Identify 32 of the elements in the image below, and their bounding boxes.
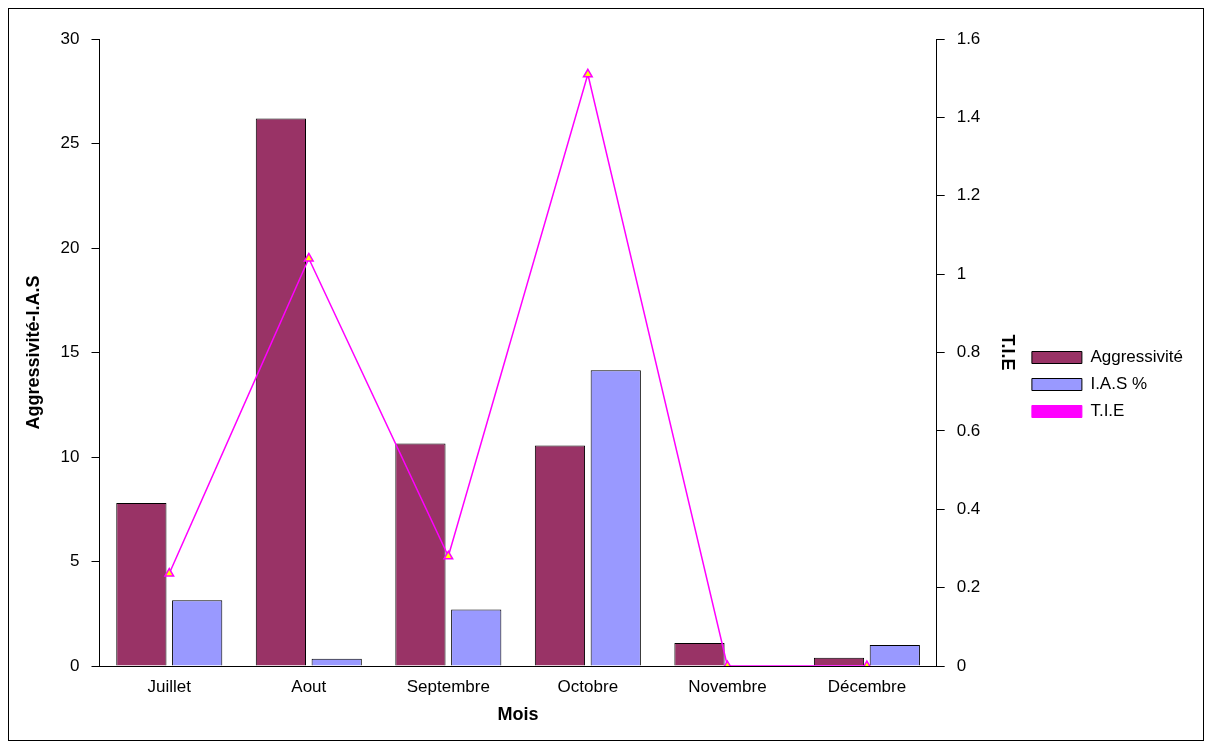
x-tick-label: Juillet	[147, 676, 192, 696]
y2-tick-label: 0	[956, 655, 967, 675]
y2-tick-label: 1.2	[956, 185, 981, 205]
y-tick-label: 15	[60, 342, 80, 362]
y-tick-label: 5	[70, 551, 80, 571]
x-tick-label: Octobre	[557, 676, 619, 696]
x-axis-title: Mois	[497, 704, 539, 725]
y-tick-label: 20	[60, 237, 80, 257]
y-tick-label: 10	[60, 446, 80, 466]
y-axis-title: Aggressivité-I.A.S	[22, 275, 43, 430]
legend-label: T.I.E	[1090, 401, 1125, 421]
y2-tick-label: 0.6	[956, 420, 981, 440]
point	[582, 68, 593, 78]
y2-tick-label: 0.2	[956, 577, 981, 597]
x-tick-label: Aout	[291, 676, 327, 696]
y2-tick-label: 1	[956, 263, 967, 283]
y2-axis-title: T.I.E	[998, 334, 1019, 371]
y-tick-label: 30	[60, 28, 80, 48]
point	[303, 252, 314, 262]
x-tick-label: Septembre	[406, 676, 490, 696]
y2-tick-label: 1.6	[956, 28, 981, 48]
y2-tick-label: 0.8	[956, 342, 981, 362]
point	[443, 550, 454, 560]
legend-label: I.A.S %	[1090, 374, 1148, 394]
legend-label: Aggressivité	[1090, 347, 1184, 367]
y2-tick-label: 0.4	[956, 498, 981, 518]
x-tick-label: Novembre	[688, 676, 767, 696]
y-tick-label: 0	[70, 655, 80, 675]
x-tick-label: Décembre	[827, 676, 907, 696]
y2-tick-label: 1.4	[956, 107, 981, 127]
point	[164, 567, 175, 577]
y-tick-label: 25	[60, 133, 80, 153]
